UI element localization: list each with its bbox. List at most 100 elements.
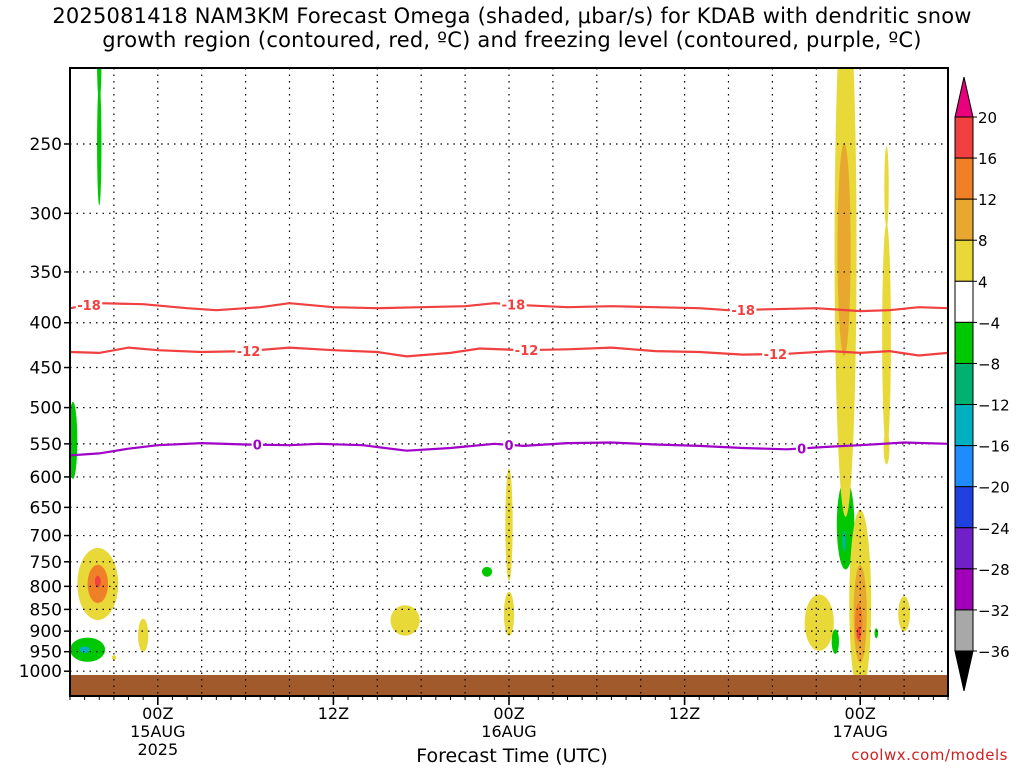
- omega-region-27: [874, 628, 879, 639]
- y-tick-label-700: 700: [30, 527, 62, 547]
- y-tick-label-750: 750: [30, 553, 62, 573]
- contour-label-1-0: -12: [237, 345, 261, 360]
- omega-region-19: [837, 143, 851, 356]
- omega-region-21: [884, 146, 889, 228]
- x-tick-year-6: 2025: [137, 740, 178, 759]
- contour-layer: -18 -18 -18 -12 -12 -12 0 0 0: [70, 297, 948, 457]
- contour-line--12: [70, 346, 948, 358]
- x-tick-label-42: 12Z: [669, 704, 700, 723]
- omega-region-13: [503, 591, 515, 636]
- y-tick-label-650: 650: [30, 498, 62, 518]
- grid-layer: [70, 68, 948, 696]
- colorbar-segment-3: [954, 198, 974, 241]
- colorbar-label-9: −20: [978, 479, 1010, 497]
- colorbar-label-1: 16: [978, 150, 997, 168]
- colorbar-label-12: −32: [978, 602, 1010, 620]
- colorbar-label-8: −16: [978, 438, 1010, 456]
- colorbar-label-5: −4: [978, 314, 1000, 332]
- omega-region-15: [831, 629, 839, 654]
- omega-region-20: [882, 223, 891, 450]
- colorbar: 20 16 12 8 4 −4 −8 −12 −16 −20 −24 −28 −32 −36: [954, 76, 1010, 692]
- y-tick-label-500: 500: [30, 399, 62, 419]
- contour-label-bg-1-1: [513, 343, 540, 358]
- omega-region-16: [836, 479, 855, 570]
- omega-region-14: [804, 594, 834, 651]
- omega-region-1: [97, 68, 102, 101]
- x-tick-label-30: 00Z: [493, 704, 524, 723]
- colorbar-label-2: 12: [978, 191, 997, 209]
- colorbar-label-3: 8: [978, 232, 988, 250]
- contour-label-1-1: -12: [515, 344, 539, 359]
- x-tick-label-54: 00Z: [845, 704, 876, 723]
- x-tick-date-54: 17AUG: [832, 722, 887, 741]
- y-tick-label-900: 900: [30, 622, 62, 642]
- y-tick-label-850: 850: [30, 600, 62, 620]
- omega-region-2: [70, 401, 78, 479]
- contour-label-0-2: -18: [731, 304, 755, 319]
- omega-region-9: [138, 618, 149, 653]
- omega-region-7: [94, 575, 101, 588]
- colorbar-label-0: 20: [978, 109, 997, 127]
- contour-label-2-1: 0: [504, 439, 513, 454]
- colorbar-top-triangle: [954, 76, 974, 118]
- omega-shading-layer: [70, 68, 910, 696]
- omega-region-8: [111, 655, 117, 661]
- contour-label-bg-1-2: [762, 346, 789, 361]
- contour-label-bg-0-1: [500, 297, 527, 312]
- y-tick-label-950: 950: [30, 643, 62, 663]
- x-tick-label-6: 00Z: [142, 704, 173, 723]
- y-tick-label-250: 250: [30, 135, 62, 155]
- colorbar-segment-6: [954, 321, 974, 364]
- x-axis-label: Forecast Time (UTC): [416, 745, 608, 767]
- x-tick-date-6: 15AUG: [130, 722, 185, 741]
- contour-label-bg-2-2: [795, 441, 808, 456]
- y-tick-label-800: 800: [30, 577, 62, 597]
- colorbar-segment-12: [954, 568, 974, 611]
- contour-label-1-2: -12: [764, 348, 788, 363]
- contour-label-bg-1-0: [235, 343, 262, 358]
- contour-label-bg-2-0: [251, 437, 264, 452]
- colorbar-segment-1: [954, 116, 974, 159]
- chart-title-line-2: growth region (contoured, red, ºC) and f…: [102, 28, 922, 52]
- omega-region-22: [883, 430, 890, 465]
- colorbar-label-13: −36: [978, 643, 1010, 661]
- y-tick-label-600: 600: [30, 468, 62, 488]
- x-tick-label-18: 12Z: [318, 704, 349, 723]
- colorbar-label-6: −8: [978, 355, 1000, 373]
- colorbar-segment-10: [954, 486, 974, 529]
- colorbar-label-4: 4: [978, 273, 988, 291]
- omega-region-4: [79, 646, 90, 653]
- colorbar-segment-4: [954, 239, 974, 282]
- y-tick-label-400: 400: [30, 314, 62, 334]
- colorbar-segment-2: [954, 157, 974, 200]
- omega-region-10: [390, 605, 420, 636]
- colorbar-segment-11: [954, 527, 974, 570]
- omega-region-28: [898, 596, 910, 632]
- contour-label-2-0: 0: [253, 439, 262, 454]
- y-tick-label-450: 450: [30, 359, 62, 379]
- chart-title-line-1: 2025081418 NAM3KM Forecast Omega (shaded…: [52, 4, 972, 28]
- y-tick-label-550: 550: [30, 435, 62, 455]
- colorbar-label-10: −24: [978, 520, 1010, 538]
- omega-region-25: [855, 603, 863, 643]
- colorbar-label-7: −12: [978, 397, 1010, 415]
- colorbar-segment-9: [954, 445, 974, 488]
- chart-title: 2025081418 NAM3KM Forecast Omega (shaded…: [0, 4, 1024, 52]
- contour-label-bg-0-0: [75, 297, 103, 312]
- y-tick-label-300: 300: [30, 204, 62, 224]
- contour-label-bg-0-2: [729, 302, 757, 317]
- colorbar-segment-7: [954, 362, 974, 406]
- omega-region-11: [481, 566, 493, 577]
- contour-label-0-1: -18: [502, 299, 526, 314]
- y-tick-label-1000: 1000: [19, 662, 62, 682]
- colorbar-label-11: −28: [978, 561, 1010, 579]
- y-tick-label-350: 350: [30, 263, 62, 283]
- omega-region-0: [97, 82, 102, 206]
- contour-label-2-2: 0: [797, 442, 806, 457]
- contour-label-0-0: -18: [77, 299, 101, 314]
- omega-region-26: [856, 626, 861, 640]
- watermark-text: coolwx.com/models: [851, 746, 1008, 764]
- colorbar-segment-5: [954, 280, 974, 323]
- axes-layer: 2503003504004505005506006507007508008509…: [19, 67, 949, 759]
